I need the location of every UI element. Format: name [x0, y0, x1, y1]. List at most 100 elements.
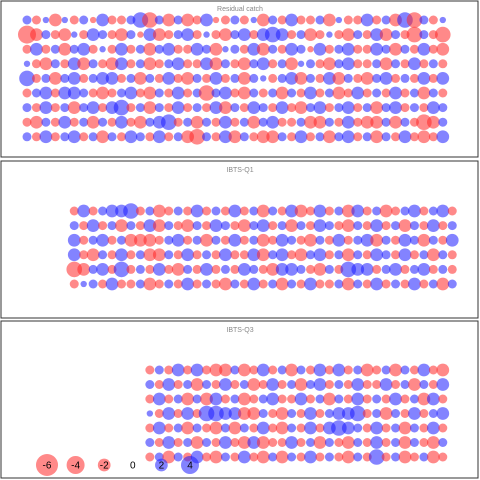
bubble [304, 421, 317, 435]
bubble [249, 206, 259, 216]
bubble [192, 279, 202, 289]
bubble [334, 44, 344, 54]
bubble [287, 30, 297, 40]
bubble [171, 101, 185, 114]
bubble [353, 235, 363, 245]
bubble [228, 130, 242, 144]
bubble [372, 59, 382, 69]
bubble [306, 380, 315, 389]
bubble [183, 365, 193, 375]
bubble [173, 73, 183, 83]
bubble [334, 452, 344, 462]
bubble [183, 88, 193, 98]
bubble [69, 206, 79, 216]
bubble [154, 88, 164, 98]
bubble [220, 206, 230, 216]
bubble [277, 117, 287, 127]
bubble [237, 263, 251, 276]
bubble [173, 206, 183, 216]
bubble [237, 436, 251, 449]
bubble [228, 421, 242, 435]
bubble [48, 72, 62, 85]
bubble [134, 115, 147, 129]
bubble [164, 235, 174, 245]
bubble [277, 380, 287, 389]
bubble [107, 117, 117, 127]
bubble [324, 250, 334, 260]
bubble [332, 86, 346, 100]
bubble [171, 363, 185, 377]
bubble [171, 86, 185, 100]
bubble [107, 15, 117, 25]
bubble [134, 233, 147, 247]
bubble [306, 132, 315, 142]
bubble [237, 363, 251, 377]
bubble [287, 250, 297, 260]
bubble [417, 130, 431, 144]
bubble [315, 59, 325, 69]
bubble [211, 235, 221, 245]
bubble [372, 206, 382, 216]
bubble [409, 365, 419, 375]
bubble [419, 452, 429, 462]
bubble [343, 88, 353, 98]
bubble [237, 86, 251, 100]
bubble [324, 264, 334, 274]
bubble [60, 132, 70, 142]
bubble [398, 450, 412, 464]
bubble [79, 88, 89, 98]
bubble [268, 59, 278, 69]
bubble [124, 86, 138, 100]
bubble [258, 279, 268, 289]
bubble [391, 206, 401, 216]
bubble [67, 130, 81, 144]
bubble [362, 380, 372, 389]
bubble [173, 394, 183, 404]
bubble [79, 250, 89, 260]
bubble [22, 15, 32, 25]
bubble [211, 117, 221, 127]
bubble [145, 132, 155, 142]
bubble [239, 103, 249, 113]
bubble [154, 380, 164, 389]
bubble [372, 394, 382, 404]
bubble [287, 409, 297, 418]
bubble [360, 72, 374, 85]
bubble [296, 279, 306, 289]
bubble [162, 407, 176, 420]
bubble [368, 449, 385, 465]
bubble [334, 438, 344, 447]
bubble [135, 279, 145, 289]
bubble [230, 30, 240, 40]
bubble [408, 204, 421, 218]
bubble [436, 204, 450, 218]
bubble [126, 279, 136, 289]
bubble [334, 279, 344, 289]
bubble [258, 264, 268, 274]
bubble [154, 409, 164, 418]
bubble [124, 233, 138, 247]
bubble [324, 235, 334, 245]
bubble [332, 407, 346, 420]
bubble [296, 15, 306, 25]
bubble [266, 115, 280, 129]
bubble [152, 130, 166, 144]
bubble [22, 132, 32, 142]
bubble [220, 452, 230, 462]
bubble [135, 221, 145, 231]
bubble [96, 233, 109, 247]
bubble [202, 279, 212, 289]
bubble [324, 365, 334, 375]
bubble [426, 248, 440, 262]
bubble [438, 452, 448, 462]
bubble [256, 450, 270, 464]
panel-title: Residual catch [217, 6, 263, 13]
bubble [154, 279, 164, 289]
bubble [268, 438, 278, 447]
bubble [135, 44, 145, 54]
bubble [228, 204, 242, 218]
bubble [304, 28, 317, 41]
bubble [164, 394, 174, 404]
bubble [287, 279, 297, 289]
bubble [323, 13, 336, 27]
